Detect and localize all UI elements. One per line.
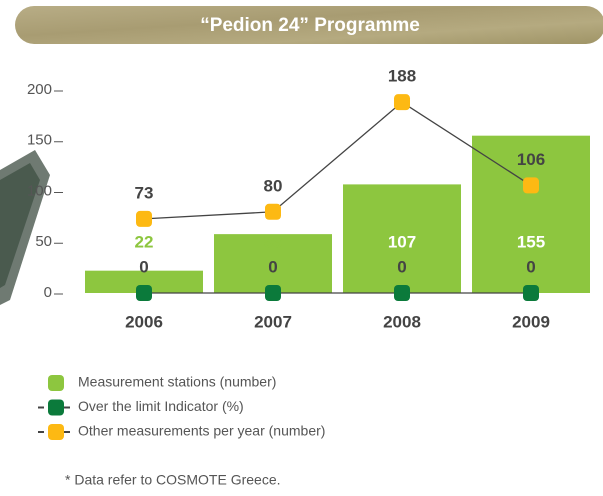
y-tick-label: 50 bbox=[35, 233, 52, 250]
point-value-label: 80 bbox=[264, 176, 283, 195]
legend-label: Over the limit Indicator (%) bbox=[78, 398, 244, 414]
y-tick-label: 150 bbox=[27, 132, 52, 149]
legend-swatch bbox=[48, 375, 64, 391]
bar-value-label: 58 bbox=[264, 232, 283, 251]
x-tick-label: 2006 bbox=[125, 312, 163, 331]
legend-label: Other measurements per year (number) bbox=[78, 423, 325, 439]
point-marker bbox=[136, 285, 152, 301]
point-value-label: 188 bbox=[388, 67, 416, 86]
chart: “Pedion 24” Programme * Data refer to CO… bbox=[0, 0, 603, 496]
point-value-label: 73 bbox=[135, 183, 154, 202]
x-tick-label: 2007 bbox=[254, 312, 292, 331]
point-marker bbox=[265, 204, 281, 220]
point-marker bbox=[523, 177, 539, 193]
bar-value-label: 22 bbox=[135, 232, 154, 251]
point-marker bbox=[265, 285, 281, 301]
bar-value-label: 155 bbox=[517, 232, 545, 251]
chart-title: “Pedion 24” Programme bbox=[200, 15, 420, 36]
point-marker bbox=[394, 94, 410, 110]
point-marker bbox=[523, 285, 539, 301]
legend-label: Measurement stations (number) bbox=[78, 374, 276, 390]
point-value-label: 0 bbox=[526, 257, 535, 276]
x-tick-label: 2008 bbox=[383, 312, 421, 331]
y-tick-label: 0 bbox=[44, 284, 52, 301]
y-tick-label: 100 bbox=[27, 182, 52, 199]
x-tick-label: 2009 bbox=[512, 312, 550, 331]
point-value-label: 0 bbox=[139, 257, 148, 276]
y-tick-label: 200 bbox=[27, 81, 52, 98]
point-value-label: 0 bbox=[397, 257, 406, 276]
point-marker bbox=[394, 285, 410, 301]
legend-swatch bbox=[48, 424, 64, 440]
footnote: * Data refer to COSMOTE Greece. bbox=[65, 472, 281, 488]
legend-swatch bbox=[48, 400, 64, 416]
point-value-label: 0 bbox=[268, 257, 277, 276]
point-value-label: 106 bbox=[517, 150, 545, 169]
point-marker bbox=[136, 211, 152, 227]
bar-value-label: 107 bbox=[388, 232, 416, 251]
